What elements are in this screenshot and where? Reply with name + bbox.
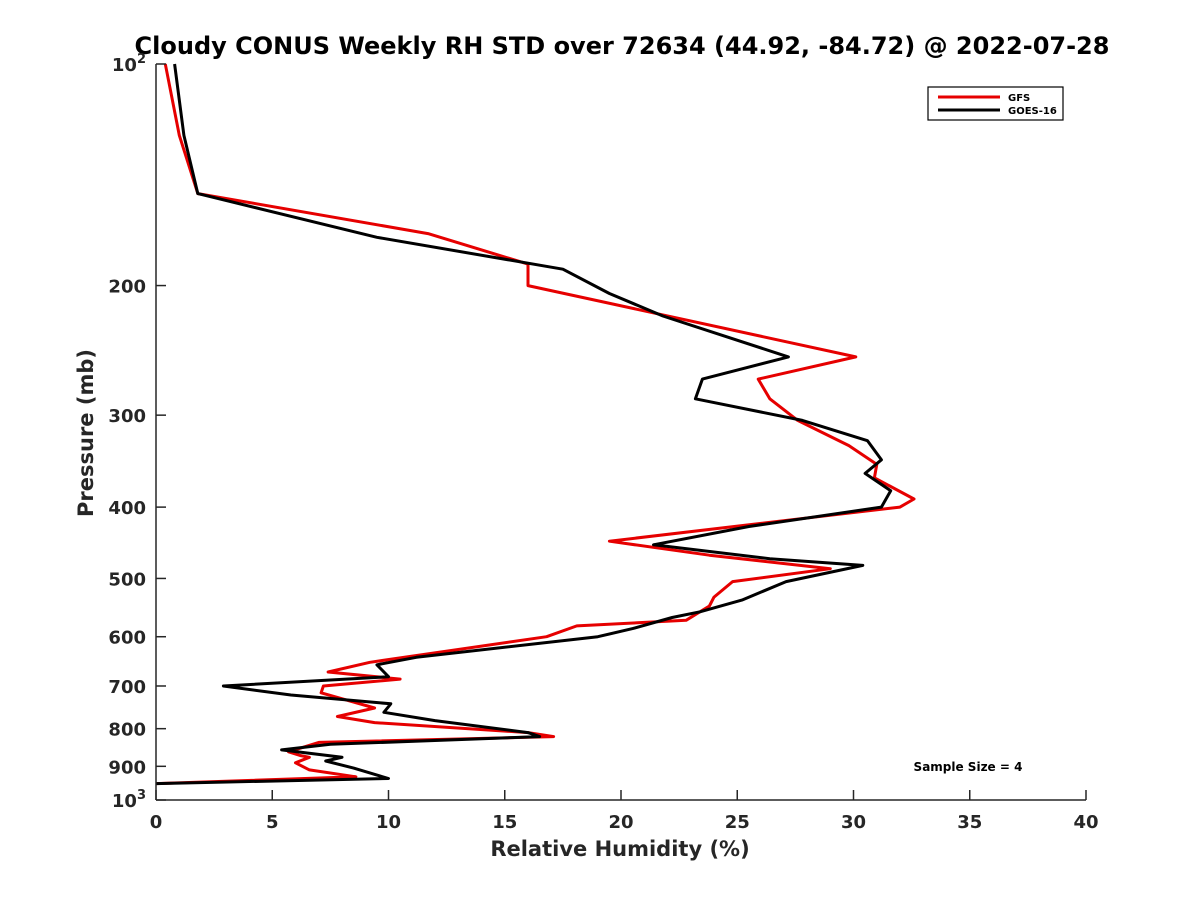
x-tick-label: 5 <box>266 812 279 833</box>
y-tick-label: 500 <box>108 569 146 590</box>
y-tick-label: 103 <box>112 788 146 812</box>
chart-title: Cloudy CONUS Weekly RH STD over 72634 (4… <box>135 32 1110 60</box>
y-axis-label: Pressure (mb) <box>74 349 98 517</box>
plot-area <box>155 63 1086 801</box>
x-axis-label: Relative Humidity (%) <box>490 837 749 861</box>
y-tick-label: 800 <box>108 720 146 741</box>
x-tick-label: 30 <box>841 812 866 833</box>
y-tick-label: 700 <box>108 677 146 698</box>
y-axis: 102 200 300 400 500 600 700 800 900 103 <box>108 52 166 812</box>
x-tick-label: 25 <box>725 812 750 833</box>
y-tick-label: 900 <box>108 757 146 778</box>
legend: GFS GOES-16 <box>927 86 1064 121</box>
x-tick-label: 15 <box>492 812 517 833</box>
x-axis: 0 5 10 15 20 25 30 35 40 <box>150 790 1099 833</box>
legend-box <box>927 86 1064 121</box>
y-tick-label: 300 <box>108 406 146 427</box>
x-tick-label: 0 <box>150 812 163 833</box>
y-tick-label: 400 <box>108 498 146 519</box>
sample-size-annotation: Sample Size = 4 <box>914 760 1023 774</box>
x-tick-label: 20 <box>608 812 633 833</box>
y-tick-label: 200 <box>108 277 146 298</box>
legend-label-gfs: GFS <box>1008 93 1030 104</box>
x-tick-label: 35 <box>957 812 982 833</box>
y-tick-label: 102 <box>112 52 146 76</box>
series-line-goes-16 <box>155 63 893 786</box>
y-tick-label: 600 <box>108 628 146 649</box>
x-tick-label: 40 <box>1073 812 1098 833</box>
legend-label-goes-16: GOES-16 <box>1008 106 1057 117</box>
x-tick-label: 10 <box>376 812 401 833</box>
